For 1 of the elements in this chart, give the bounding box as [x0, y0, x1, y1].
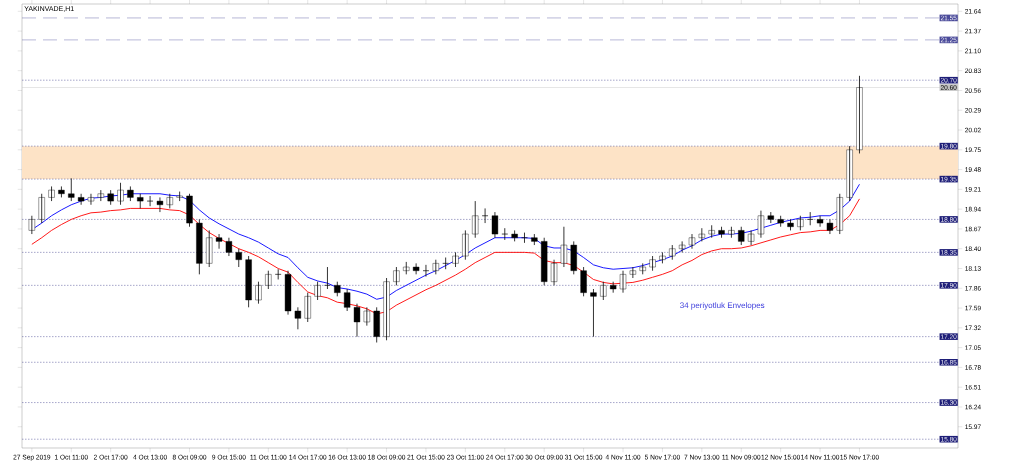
- annotation: 34 periyotluk Envelopes: [680, 302, 765, 310]
